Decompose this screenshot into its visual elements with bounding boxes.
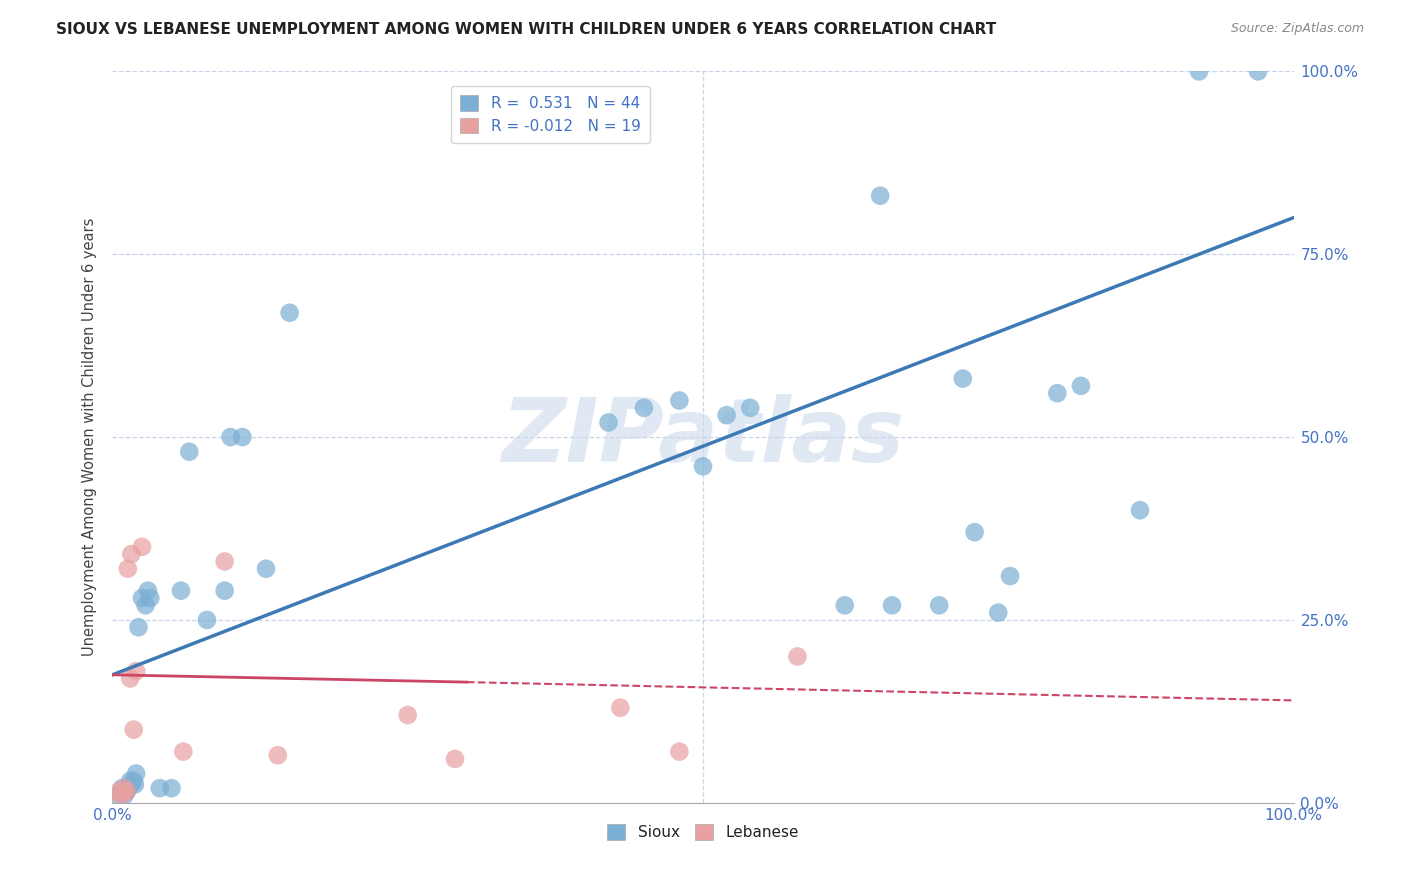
Point (998, 569, 1021, 583)
Point (231, 430, 253, 444)
Y-axis label: Unemployment Among Women with Children Under 6 years: Unemployment Among Women with Children U… (82, 218, 97, 657)
Point (112, 781, 135, 796)
Point (396, 708, 419, 723)
Point (107, 789, 129, 803)
Point (952, 371, 974, 385)
Point (131, 591, 153, 605)
Point (110, 789, 132, 803)
Point (716, 408, 738, 422)
Point (120, 778, 142, 792)
Point (1247, 64, 1270, 78)
Point (117, 781, 139, 796)
Point (214, 554, 236, 568)
Point (125, 766, 148, 780)
Point (107, 785, 129, 799)
Point (115, 785, 138, 799)
Point (160, 781, 183, 796)
Point (278, 306, 301, 320)
Point (740, 401, 762, 415)
Text: Source: ZipAtlas.com: Source: ZipAtlas.com (1230, 22, 1364, 36)
Point (135, 599, 157, 613)
Point (987, 606, 1010, 620)
Point (834, 599, 856, 613)
Point (928, 599, 950, 613)
Point (598, 416, 620, 430)
Text: ZIPatlas: ZIPatlas (502, 393, 904, 481)
Point (219, 430, 242, 444)
Point (172, 745, 194, 759)
Point (179, 444, 201, 458)
Point (869, 188, 891, 202)
Point (195, 613, 218, 627)
Point (117, 562, 139, 576)
Point (120, 672, 142, 686)
Point (880, 599, 903, 613)
Point (786, 649, 808, 664)
Point (1070, 379, 1092, 393)
Point (1046, 386, 1069, 401)
Point (136, 583, 159, 598)
Point (444, 752, 467, 766)
Point (170, 583, 193, 598)
Point (120, 547, 142, 561)
Point (125, 664, 148, 678)
Point (1188, 64, 1211, 78)
Point (112, 789, 135, 803)
Text: SIOUX VS LEBANESE UNEMPLOYMENT AMONG WOMEN WITH CHILDREN UNDER 6 YEARS CORRELATI: SIOUX VS LEBANESE UNEMPLOYMENT AMONG WOM… (56, 22, 997, 37)
Point (122, 773, 145, 788)
Point (139, 591, 162, 605)
Point (149, 781, 172, 796)
Point (131, 540, 153, 554)
Point (124, 778, 146, 792)
Point (127, 620, 149, 634)
Legend: Sioux, Lebanese: Sioux, Lebanese (600, 818, 806, 847)
Point (214, 583, 236, 598)
Point (609, 700, 631, 714)
Point (668, 745, 690, 759)
Point (254, 562, 277, 576)
Point (963, 525, 986, 540)
Point (122, 723, 145, 737)
Point (668, 393, 690, 408)
Point (633, 401, 655, 415)
Point (1129, 503, 1152, 517)
Point (115, 785, 138, 799)
Point (112, 785, 135, 799)
Point (692, 459, 714, 474)
Point (111, 781, 134, 796)
Point (267, 748, 290, 763)
Point (120, 773, 142, 788)
